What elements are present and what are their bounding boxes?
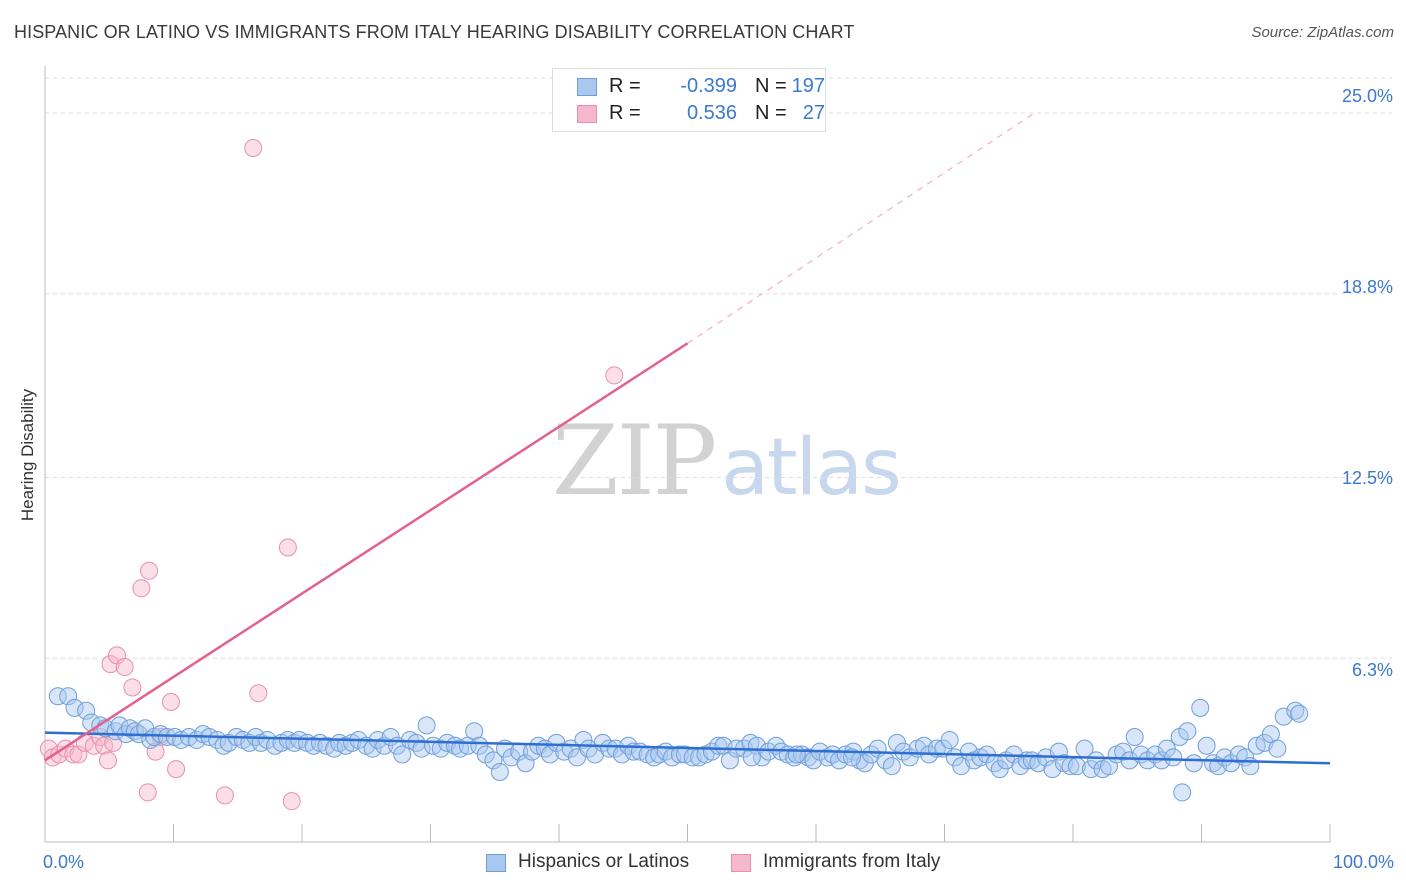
series-hispanic-points [48,687,1309,802]
hispanic-point [720,751,739,770]
italy-point [249,684,268,703]
hispanic-trend-line [44,731,1331,765]
n-value: 197 [791,75,825,97]
chart-title: HISPANIC OR LATINO VS IMMIGRANTS FROM IT… [14,22,855,42]
hispanic-point [940,730,959,749]
y-tick-label: 6.3% [1351,660,1393,680]
hispanic-point [158,728,177,747]
italy-point [161,693,180,712]
legend-swatch-blue [577,78,597,96]
hispanic-point [1274,707,1293,726]
hispanic-point [541,745,560,764]
italy-point [123,678,142,697]
r-label: R = [609,75,641,97]
hispanic-point [48,687,67,706]
hispanic-point [1290,704,1309,723]
hispanic-point [77,701,96,720]
hispanic-point [393,745,412,764]
hispanic-point [490,763,509,782]
italy-point [244,138,263,157]
hispanic-point [417,716,436,735]
hispanic-point [484,751,503,770]
italy-point [282,792,301,811]
hispanic-point [1178,722,1197,741]
x-tick-label: 0.0% [43,852,85,872]
hispanic-point [1173,783,1192,802]
italy-point [64,745,83,764]
italy-point [167,760,186,779]
legend-label: Immigrants from Italy [763,851,941,872]
legend-label: Hispanics or Latinos [518,851,690,872]
watermark-atlas: atlas [721,423,901,513]
hispanic-point [1184,754,1203,773]
trend-lines [44,112,1331,765]
hispanic-point [120,719,139,738]
legend-swatch-blue [486,854,506,872]
hispanic-point [1164,748,1183,767]
italy-point [115,658,134,677]
italy-trend-line [44,342,689,762]
n-value: 27 [802,102,825,124]
y-tick-label: 25.0% [1341,86,1393,106]
hispanic-point [1204,754,1223,773]
x-tick-label: 100.0% [1332,852,1394,872]
hispanic-point [787,745,806,764]
hispanic-point [516,754,535,773]
hispanic-point [882,757,901,776]
hispanic-point [1191,698,1210,717]
italy-point [98,751,117,770]
legend-swatch-pink [577,105,597,123]
hispanic-point [818,748,837,767]
italy-point [138,783,157,802]
hispanic-point [59,687,78,706]
hispanic-point [1043,760,1062,779]
y-axis-label: Hearing Disability [18,388,37,522]
italy-point [215,786,234,805]
grid-lines [45,77,1392,659]
hispanic-point [412,739,431,758]
series-italy-points [39,138,624,811]
watermark: ZIPatlas [552,405,902,517]
n-label: N = [755,102,787,124]
stats-legend: R = -0.399 N = 197 R = 0.536 N = 27 [552,68,826,132]
r-label: R = [609,102,641,124]
hispanic-point [1120,751,1139,770]
italy-point [146,742,165,761]
hispanic-point [1125,728,1144,747]
hispanic-point [465,722,484,741]
r-value: -0.399 [680,75,737,97]
y-tick-label: 18.8% [1341,277,1393,297]
italy-point [140,561,159,580]
hispanic-point [742,748,761,767]
hispanic-point [65,698,84,717]
legend-swatch-pink [731,854,751,872]
axes [44,66,1331,843]
n-label: N = [755,75,787,97]
italy-point [278,538,297,557]
hispanic-point [1268,739,1287,758]
y-tick-label: 12.5% [1341,468,1393,488]
hispanic-point [1197,736,1216,755]
watermark-zip: ZIP [552,405,717,517]
italy-point [69,745,88,764]
r-value: 0.536 [686,102,737,124]
italy-trend-extension [687,112,1035,344]
hispanic-point [799,748,818,767]
italy-point [605,366,624,385]
italy-point [132,579,151,598]
source-credit: Source: ZipAtlas.com [1251,24,1394,41]
hispanic-point [645,748,664,767]
